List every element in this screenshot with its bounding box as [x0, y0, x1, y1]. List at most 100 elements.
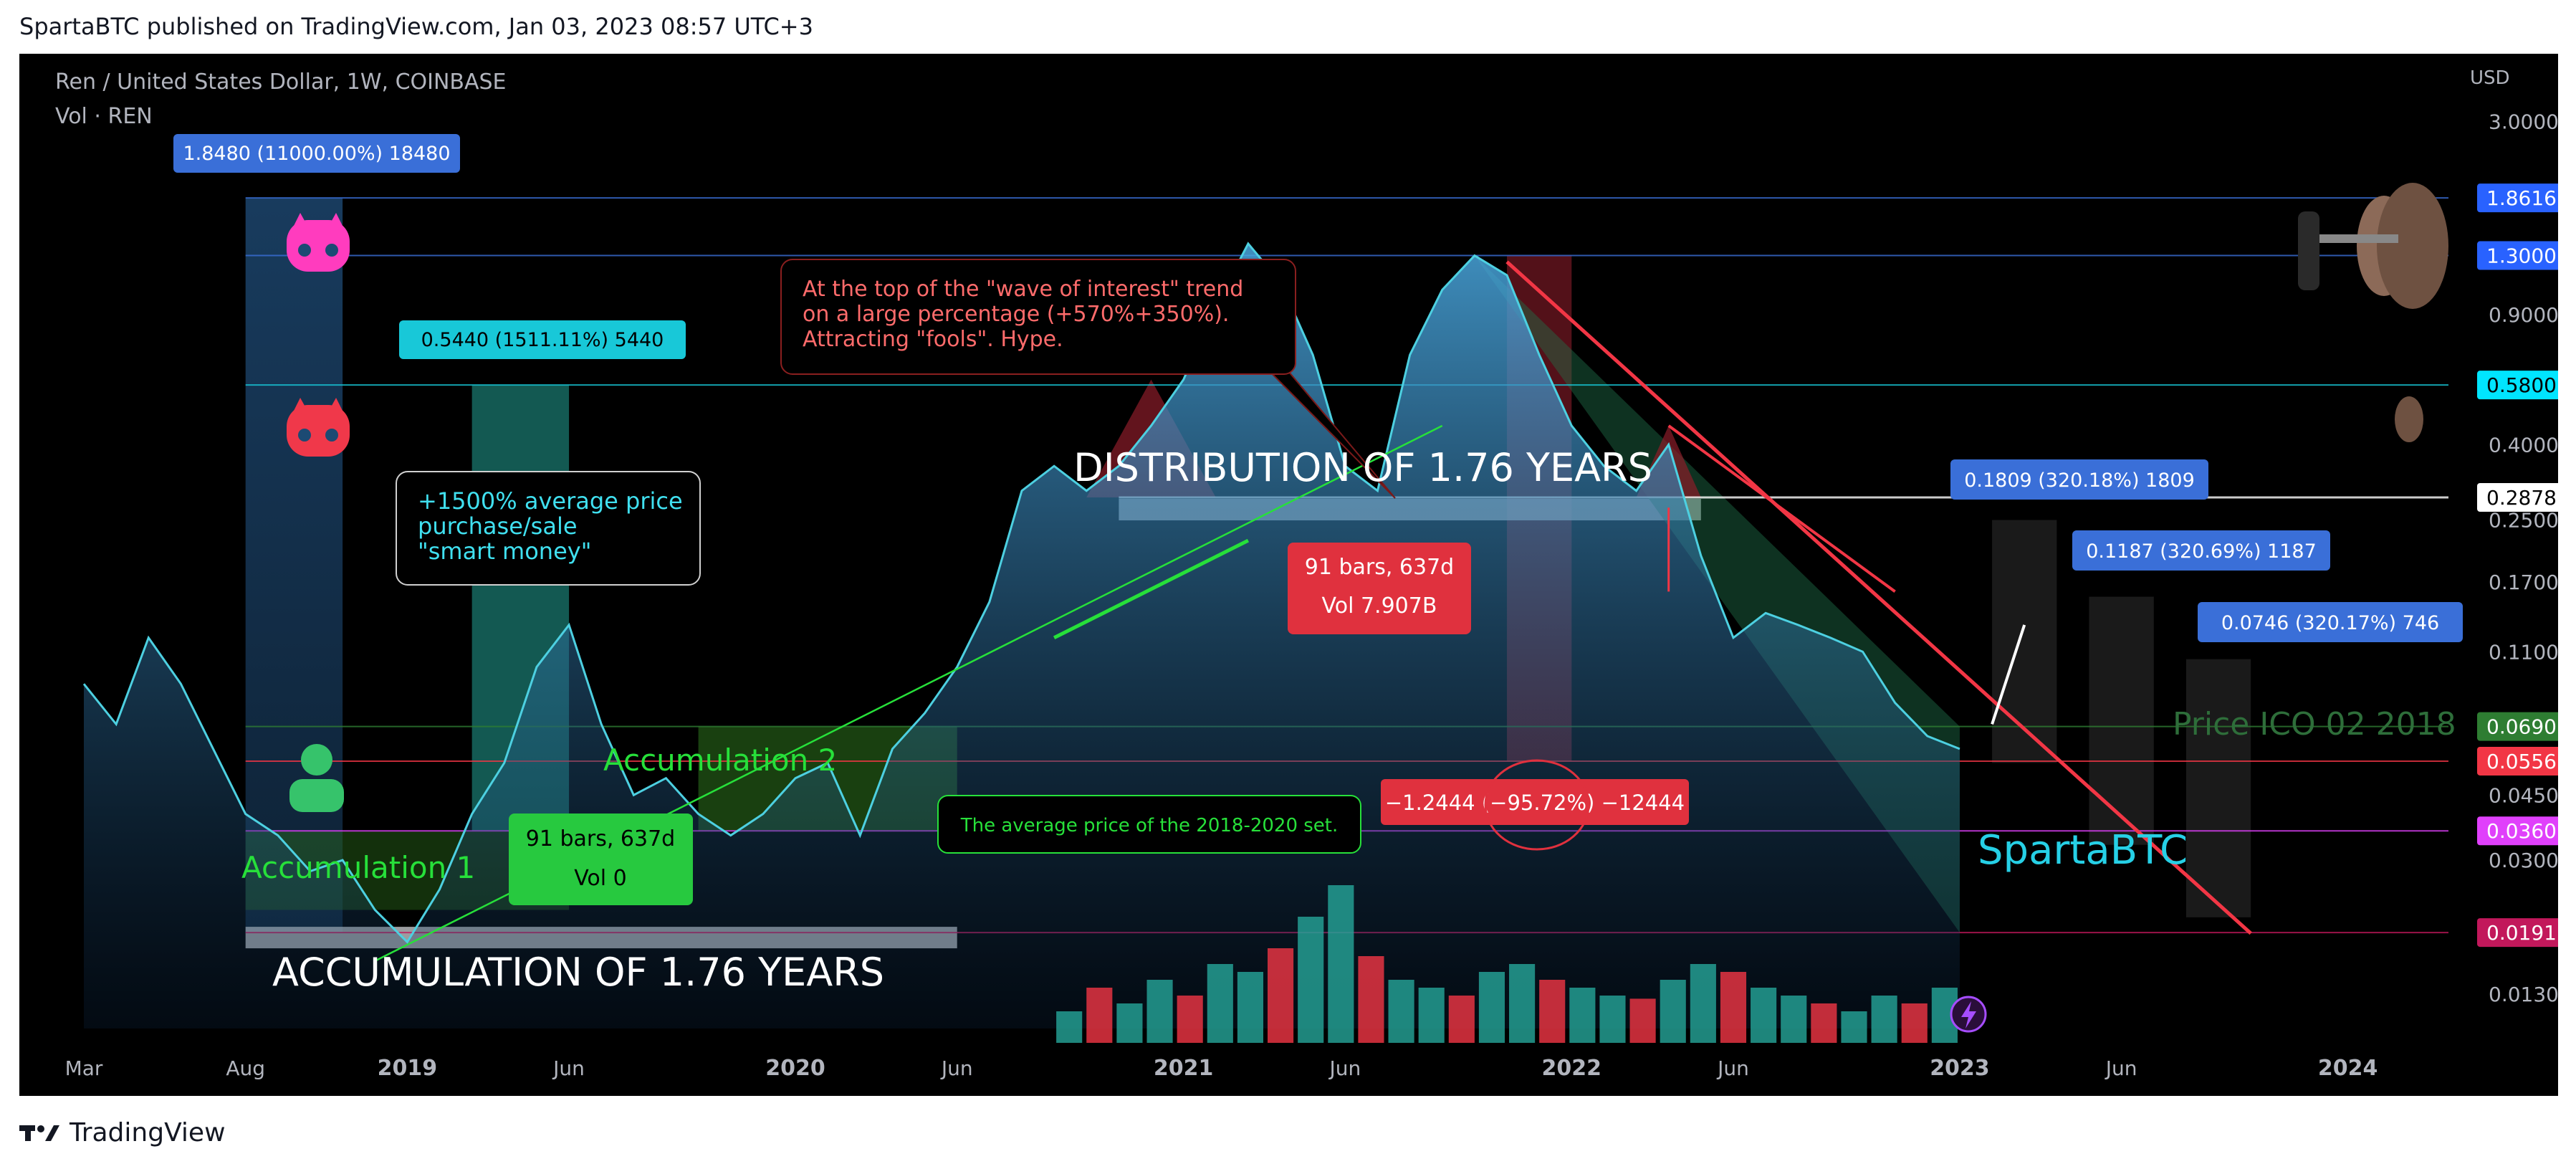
- time-tick-label: 2022: [1542, 1056, 1602, 1081]
- bars-info-red-box: [1288, 543, 1471, 634]
- time-tick-label: Jun: [552, 1056, 585, 1080]
- volume-bar: [1478, 972, 1505, 1043]
- accumulation-2-label: Accumulation 2: [603, 743, 837, 778]
- volume-bar: [1207, 964, 1233, 1043]
- volume-bar: [1328, 885, 1354, 1043]
- time-tick-label: Jun: [2105, 1056, 2137, 1080]
- time-tick-label: Jun: [1328, 1056, 1361, 1080]
- smart-money-note-line3: "smart money": [418, 538, 591, 565]
- volume-bar: [1811, 1003, 1837, 1043]
- price-axis-unit: USD: [2470, 67, 2510, 89]
- time-tick-label: Jun: [940, 1056, 973, 1080]
- volume-bar: [1690, 964, 1716, 1043]
- price-tag-box: [2477, 241, 2558, 270]
- volume-bar: [1569, 988, 1596, 1043]
- price-tag-label: 0.2878: [2486, 486, 2557, 510]
- drop-label-box: [1381, 779, 1689, 825]
- price-tick-label: 0.2500: [2489, 509, 2558, 533]
- wave-note-line1: At the top of the "wave of interest" tre…: [803, 277, 1243, 302]
- volume-bar: [1116, 1003, 1143, 1043]
- volume-bar: [1146, 980, 1173, 1043]
- target-3-box: [2198, 602, 2463, 642]
- time-tick-label: Mar: [65, 1056, 103, 1080]
- price-tick-label: 3.0000: [2489, 110, 2558, 133]
- volume-bar: [1358, 956, 1384, 1043]
- octocat-pink-icon: [287, 213, 350, 272]
- lightning-icon[interactable]: [1950, 996, 1987, 1033]
- target-2-label: 0.1187 (320.69%) 1187: [2086, 540, 2317, 563]
- avg-price-note: The average price of the 2018-2020 set.: [960, 815, 1339, 836]
- forecast-zone-1: [1992, 520, 2057, 763]
- volume-bar: [1841, 1011, 1867, 1043]
- price-tag-label: 1.3000: [2486, 244, 2557, 268]
- target-1-label: 0.1809 (320.18%) 1809: [1964, 469, 2195, 492]
- price-tick-label: 0.0130: [2489, 983, 2558, 1006]
- time-tick-label: 2019: [378, 1056, 438, 1081]
- price-tick-label: 0.1700: [2489, 571, 2558, 594]
- time-tick-label: Jun: [1716, 1056, 1749, 1080]
- user-icon: [289, 744, 344, 812]
- range-label-box: [173, 134, 460, 173]
- wave-note-line3: Attracting "fools". Hype.: [803, 327, 1063, 352]
- price-chart[interactable]: USD 3.0000 1.3000 0.9000 0.4000 0.2500 0.1700 0…: [19, 54, 2558, 1096]
- symbol-title: Ren / United States Dollar, 1W, COINBASE: [55, 70, 507, 95]
- time-tick-label: 2024: [2318, 1056, 2378, 1081]
- drop-label: −1.2444 (−95.72%) −12444: [1385, 791, 1685, 815]
- bars-info-green-line2: Vol 0: [574, 866, 627, 891]
- accumulation-title: ACCUMULATION OF 1.76 YEARS: [272, 950, 884, 995]
- tradingview-logo-icon: [19, 1125, 59, 1141]
- price-tag-box: [2477, 746, 2558, 776]
- drop-circle: [1484, 759, 1590, 851]
- volume-bar: [1237, 972, 1264, 1043]
- price-tag-label: 0.0360: [2486, 819, 2557, 843]
- bars-info-red-line2: Vol 7.907B: [1322, 593, 1437, 619]
- volume-bar: [1539, 980, 1566, 1043]
- volume-bar: [1448, 996, 1475, 1043]
- time-tick-label: 2023: [1930, 1056, 1990, 1081]
- distribution-title: DISTRIBUTION OF 1.76 YEARS: [1073, 445, 1652, 490]
- footer-brand[interactable]: TradingView: [70, 1118, 226, 1147]
- volume-bar: [1418, 988, 1445, 1043]
- volume-bar: [1298, 917, 1324, 1043]
- volume-legend: Vol · REN: [55, 104, 153, 129]
- volume-bar: [1268, 948, 1294, 1043]
- volume-bar: [1056, 1011, 1083, 1043]
- range-top-label: 1.8480 (11000.00%) 18480: [183, 143, 450, 165]
- author-watermark: SpartaBTC: [1978, 827, 2188, 874]
- volume-bar: [1086, 988, 1113, 1043]
- target-3-label: 0.0746 (320.17%) 746: [2221, 612, 2439, 634]
- price-tag-label: 1.8616: [2486, 186, 2557, 210]
- forecast-zone-3: [2185, 659, 2251, 917]
- price-tick-label: 0.0450: [2489, 783, 2558, 807]
- price-tag-label: 0.0556: [2486, 750, 2557, 773]
- target-2-box: [2072, 530, 2330, 571]
- chart-panel[interactable]: Ren / United States Dollar, 1W, COINBASE…: [19, 54, 2558, 1096]
- price-tag-box: [2477, 816, 2558, 846]
- volume-bar: [1871, 996, 1897, 1043]
- price-line: [82, 242, 1960, 944]
- price-tick-label: 0.0300: [2489, 849, 2558, 872]
- price-tick-label: 0.4000: [2489, 433, 2558, 457]
- volume-bar: [1720, 972, 1747, 1043]
- price-tag-label: 0.0690: [2486, 715, 2557, 739]
- bars-info-green-box: [509, 813, 693, 905]
- volume-bar: [1629, 998, 1656, 1043]
- price-tag-box: [2477, 483, 2558, 512]
- time-tick-label: 2020: [765, 1056, 825, 1081]
- price-tag-box: [2477, 371, 2558, 400]
- price-axis: USD 3.0000 1.3000 0.9000 0.4000 0.2500 0.1700 0…: [2470, 67, 2558, 1006]
- wave-note-line2: on a large percentage (+570%+350%).: [803, 302, 1229, 327]
- trend-line-red: [1505, 260, 2252, 935]
- bars-info-green-line1: 91 bars, 637d: [526, 826, 675, 851]
- wave-note-box: [780, 259, 1296, 375]
- arrow-white-down: [1991, 624, 2026, 725]
- time-tick-label: Aug: [226, 1056, 265, 1080]
- range-mid-label-box: [399, 320, 686, 359]
- price-tick-label: 0.9000: [2489, 303, 2558, 327]
- accumulation-1-label: Accumulation 1: [241, 850, 475, 885]
- octocat-red-icon: [287, 398, 350, 457]
- annotations: 1.8480 (11000.00%) 18480 0.5440 (1511.11…: [173, 134, 2463, 1033]
- volume-bar: [1660, 980, 1686, 1043]
- time-tick-label: 2021: [1154, 1056, 1214, 1081]
- bars-info-red-line1: 91 bars, 637d: [1305, 555, 1454, 580]
